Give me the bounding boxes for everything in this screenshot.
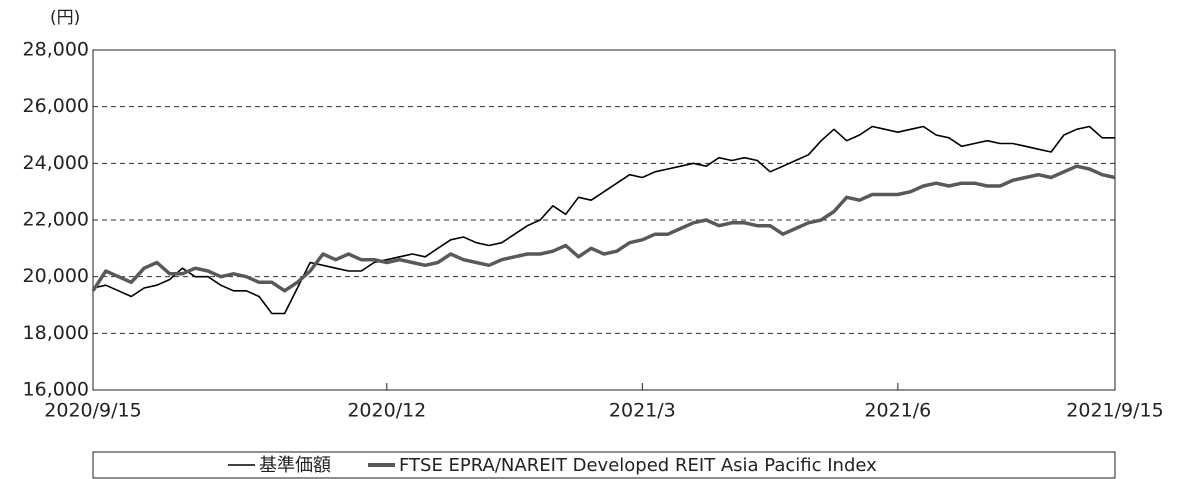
y-tick-label: 26,000 [23, 95, 89, 117]
series-line [91, 164, 1116, 293]
y-axis-label: (円) [50, 8, 80, 28]
x-tick-label: 2021/6 [864, 400, 931, 422]
legend-box [92, 451, 1116, 479]
y-tick-label: 18,000 [23, 322, 89, 344]
series-line [92, 125, 1115, 315]
y-tick-label: 20,000 [23, 265, 89, 287]
y-tick-label: 24,000 [23, 152, 89, 174]
y-tick-label: 28,000 [23, 39, 89, 61]
legend-label: FTSE EPRA/NAREIT Developed REIT Asia Pac… [399, 455, 877, 476]
y-tick-label: 16,000 [23, 379, 89, 401]
legend-label: 基準価額 [259, 455, 331, 476]
x-tick-label: 2020/12 [347, 400, 426, 422]
y-tick-label: 22,000 [23, 209, 89, 231]
x-tick-label: 2021/9/15 [1066, 400, 1163, 422]
plot-frame [92, 49, 1116, 391]
x-tick-label: 2021/3 [609, 400, 676, 422]
x-tick-label: 2020/9/15 [44, 400, 141, 422]
